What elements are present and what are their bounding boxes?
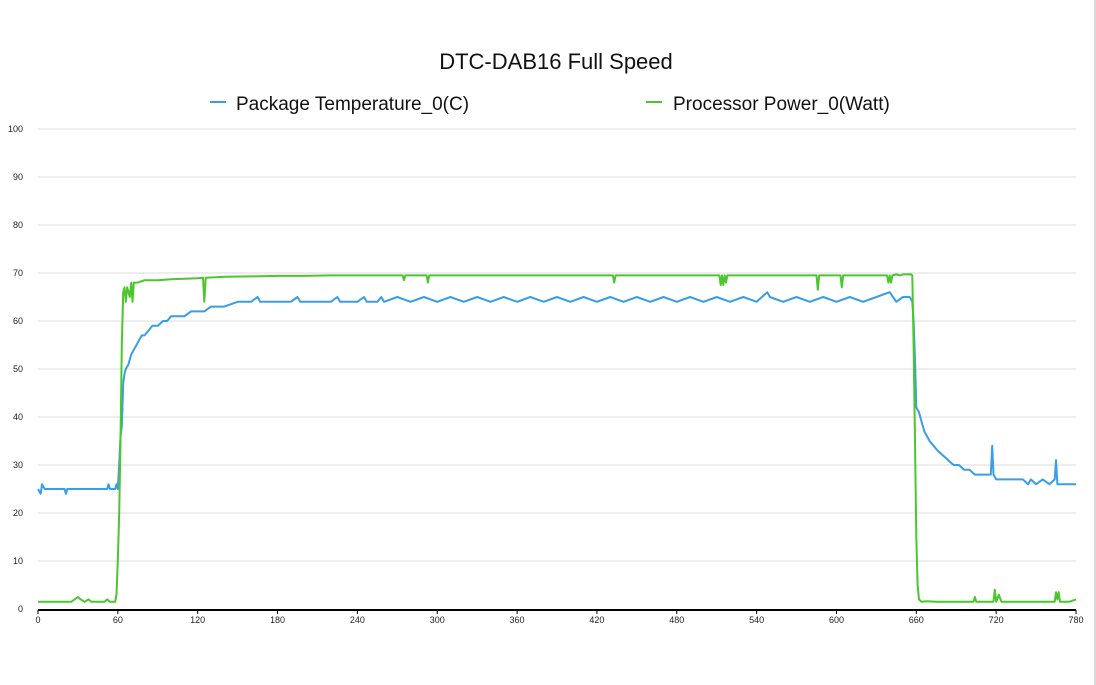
- chart-title: DTC-DAB16 Full Speed: [439, 49, 673, 74]
- y-tick-label: 80: [13, 220, 23, 230]
- y-tick-label: 10: [13, 556, 23, 566]
- x-tick-label: 0: [35, 615, 40, 625]
- x-tick-label: 60: [113, 615, 123, 625]
- y-tick-label: 30: [13, 460, 23, 470]
- legend: Package Temperature_0(C) Processor Power…: [210, 94, 890, 115]
- series-line-temperature: [37, 291, 1076, 495]
- y-tick-label: 50: [13, 364, 23, 374]
- x-tick-label: 780: [1068, 615, 1083, 625]
- y-tick-label: 100: [8, 124, 23, 134]
- x-tick-label: 600: [829, 615, 844, 625]
- series-line-power: [38, 273, 1077, 603]
- right-edge-divider: [1094, 0, 1096, 685]
- gridlines: [38, 128, 1076, 562]
- axes: [37, 609, 1077, 614]
- x-tick-label: 240: [350, 615, 365, 625]
- y-tick-label: 0: [18, 604, 23, 614]
- x-tick-label: 420: [589, 615, 604, 625]
- x-tick-label: 480: [669, 615, 684, 625]
- x-tick-label: 120: [190, 615, 205, 625]
- x-tick-label: 720: [989, 615, 1004, 625]
- legend-label-temperature: Package Temperature_0(C): [236, 94, 469, 115]
- x-tick-label: 300: [430, 615, 445, 625]
- y-tick-label: 70: [13, 268, 23, 278]
- tick-labels: 0 10 20 30 40 50 60 70 80 90 100 0 60 120 180 240 300 360…: [8, 124, 1084, 625]
- series-lines: [37, 273, 1077, 603]
- y-tick-label: 40: [13, 412, 23, 422]
- legend-label-power: Processor Power_0(Watt): [673, 94, 890, 115]
- y-tick-label: 90: [13, 172, 23, 182]
- x-tick-label: 540: [749, 615, 764, 625]
- x-tick-label: 660: [909, 615, 924, 625]
- x-tick-label: 180: [270, 615, 285, 625]
- y-tick-label: 20: [13, 508, 23, 518]
- x-tick-label: 360: [510, 615, 525, 625]
- y-tick-label: 60: [13, 316, 23, 326]
